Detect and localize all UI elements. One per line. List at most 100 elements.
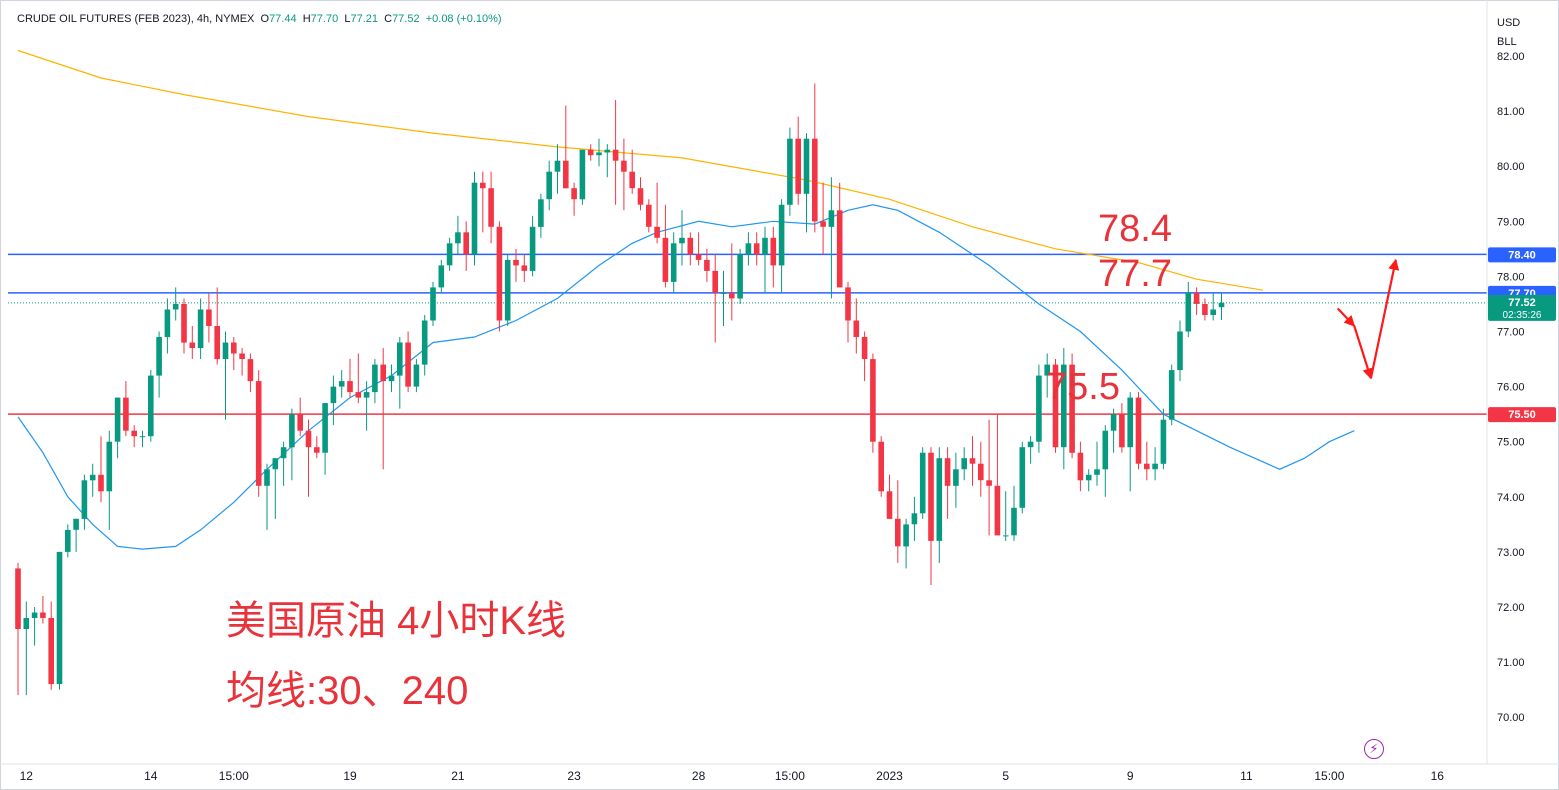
candle[interactable] <box>504 254 511 326</box>
candle[interactable] <box>413 359 420 393</box>
candle[interactable] <box>1044 353 1050 398</box>
candle[interactable] <box>264 463 270 530</box>
candle[interactable] <box>206 292 212 343</box>
candle[interactable] <box>255 370 262 497</box>
candle[interactable] <box>197 298 204 360</box>
candle[interactable] <box>239 348 245 376</box>
candle[interactable] <box>1193 287 1200 315</box>
candle[interactable] <box>704 248 710 282</box>
candle[interactable] <box>1110 408 1117 453</box>
candle[interactable] <box>803 133 810 233</box>
candle[interactable] <box>1052 359 1059 453</box>
candle[interactable] <box>571 182 577 216</box>
candle[interactable] <box>836 182 843 288</box>
candle[interactable] <box>903 518 909 569</box>
candle[interactable] <box>1002 491 1009 541</box>
candle[interactable] <box>662 204 669 288</box>
candle[interactable] <box>521 254 528 282</box>
candle[interactable] <box>98 436 104 503</box>
candle[interactable] <box>936 447 943 563</box>
candle[interactable] <box>48 601 54 690</box>
candle[interactable] <box>1144 441 1150 481</box>
candle[interactable] <box>687 232 694 266</box>
candle[interactable] <box>753 232 760 266</box>
candle[interactable] <box>563 105 569 189</box>
candle[interactable] <box>1011 485 1017 541</box>
candle[interactable] <box>272 458 279 519</box>
candle[interactable] <box>405 331 411 393</box>
candle[interactable] <box>471 171 478 266</box>
candle[interactable] <box>231 337 237 371</box>
candle[interactable] <box>953 452 959 508</box>
candle[interactable] <box>961 447 967 481</box>
candle[interactable] <box>156 331 162 398</box>
candle[interactable] <box>621 138 627 211</box>
candle[interactable] <box>222 331 229 420</box>
candle[interactable] <box>148 370 154 442</box>
candle[interactable] <box>546 160 552 211</box>
candle[interactable] <box>164 298 171 354</box>
candle[interactable] <box>480 171 486 233</box>
candle[interactable] <box>928 447 934 585</box>
candle[interactable] <box>1036 364 1042 453</box>
forecast-arrow[interactable] <box>1369 258 1400 379</box>
candle[interactable] <box>919 447 926 519</box>
candle[interactable] <box>770 226 777 288</box>
candle[interactable] <box>314 436 320 459</box>
candle[interactable] <box>870 353 876 453</box>
candle[interactable] <box>247 353 254 393</box>
candle[interactable] <box>670 232 677 293</box>
forecast-arrow[interactable] <box>1353 325 1374 380</box>
candle[interactable] <box>131 425 137 448</box>
candle[interactable] <box>363 381 370 431</box>
candle[interactable] <box>629 149 635 194</box>
candle[interactable] <box>1135 392 1142 470</box>
candle[interactable] <box>330 375 337 426</box>
candle[interactable] <box>513 248 519 282</box>
currency-unit[interactable]: USD BLL <box>1497 14 1520 52</box>
candle[interactable] <box>181 298 187 354</box>
candle[interactable] <box>355 353 362 404</box>
candle[interactable] <box>994 414 1001 536</box>
candle[interactable] <box>347 359 353 398</box>
candle[interactable] <box>380 348 386 470</box>
lightning-icon[interactable]: ⚡ <box>1364 739 1384 759</box>
candle[interactable] <box>612 100 619 205</box>
candle[interactable] <box>646 199 652 233</box>
candle[interactable] <box>463 221 469 271</box>
candle[interactable] <box>762 226 768 293</box>
candle[interactable] <box>720 270 727 326</box>
candle[interactable] <box>73 518 79 552</box>
candle[interactable] <box>488 171 494 244</box>
candle[interactable] <box>845 281 851 343</box>
candle[interactable] <box>280 441 287 486</box>
candle[interactable] <box>637 177 644 211</box>
candle[interactable] <box>189 325 196 360</box>
candle[interactable] <box>1127 392 1133 492</box>
candle[interactable] <box>944 447 951 519</box>
candle[interactable] <box>778 199 785 293</box>
candle[interactable] <box>23 601 30 696</box>
candle[interactable] <box>1168 364 1175 426</box>
candle[interactable] <box>40 595 46 624</box>
candle[interactable] <box>106 430 113 530</box>
candle[interactable] <box>895 480 901 563</box>
candle[interactable] <box>745 232 752 266</box>
candle[interactable] <box>338 370 345 398</box>
candle[interactable] <box>878 436 884 497</box>
candle[interactable] <box>1185 281 1192 338</box>
candle[interactable] <box>123 381 129 437</box>
candle[interactable] <box>15 562 21 696</box>
candle[interactable] <box>65 524 71 558</box>
candle[interactable] <box>986 419 992 536</box>
candle[interactable] <box>397 337 403 409</box>
candle[interactable] <box>1102 425 1109 497</box>
candle[interactable] <box>812 83 818 233</box>
candle[interactable] <box>828 177 835 299</box>
candle[interactable] <box>446 237 453 271</box>
candle[interactable] <box>372 359 378 404</box>
candle[interactable] <box>297 397 303 437</box>
candle[interactable] <box>969 436 976 486</box>
candle[interactable] <box>438 259 445 293</box>
candle[interactable] <box>529 215 536 277</box>
